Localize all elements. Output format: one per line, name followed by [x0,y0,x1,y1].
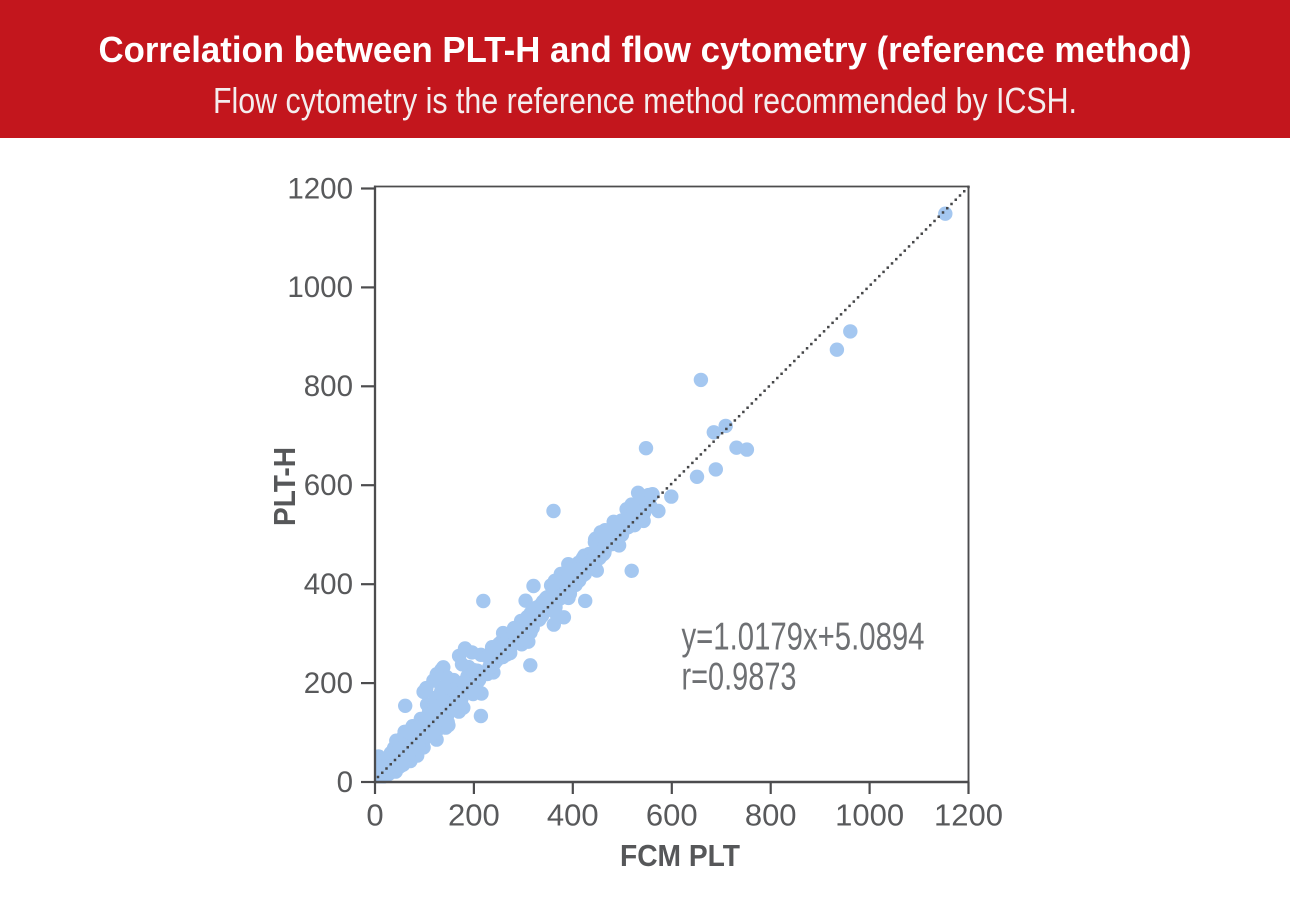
svg-text:Correlation between PLT-H and: Correlation between PLT-H and flow cytom… [99,29,1192,70]
svg-text:200: 200 [448,798,500,833]
svg-text:PLT-H: PLT-H [267,447,302,526]
svg-text:800: 800 [304,370,353,403]
svg-text:1000: 1000 [835,798,904,833]
svg-text:600: 600 [304,469,353,502]
svg-text:800: 800 [745,798,797,833]
svg-text:0: 0 [337,766,353,799]
svg-text:FCM PLT: FCM PLT [620,838,740,873]
svg-text:400: 400 [304,568,353,601]
svg-text:Flow cytometry is the referenc: Flow cytometry is the reference method r… [213,80,1077,121]
svg-text:y=1.0179x+5.0894: y=1.0179x+5.0894 [682,615,925,658]
svg-text:200: 200 [304,667,353,700]
svg-text:1200: 1200 [934,798,1003,833]
svg-text:0: 0 [366,798,383,833]
svg-text:400: 400 [547,798,599,833]
svg-text:1200: 1200 [287,172,353,205]
svg-text:r=0.9873: r=0.9873 [682,656,797,699]
svg-text:600: 600 [646,798,698,833]
svg-text:1000: 1000 [287,271,353,304]
